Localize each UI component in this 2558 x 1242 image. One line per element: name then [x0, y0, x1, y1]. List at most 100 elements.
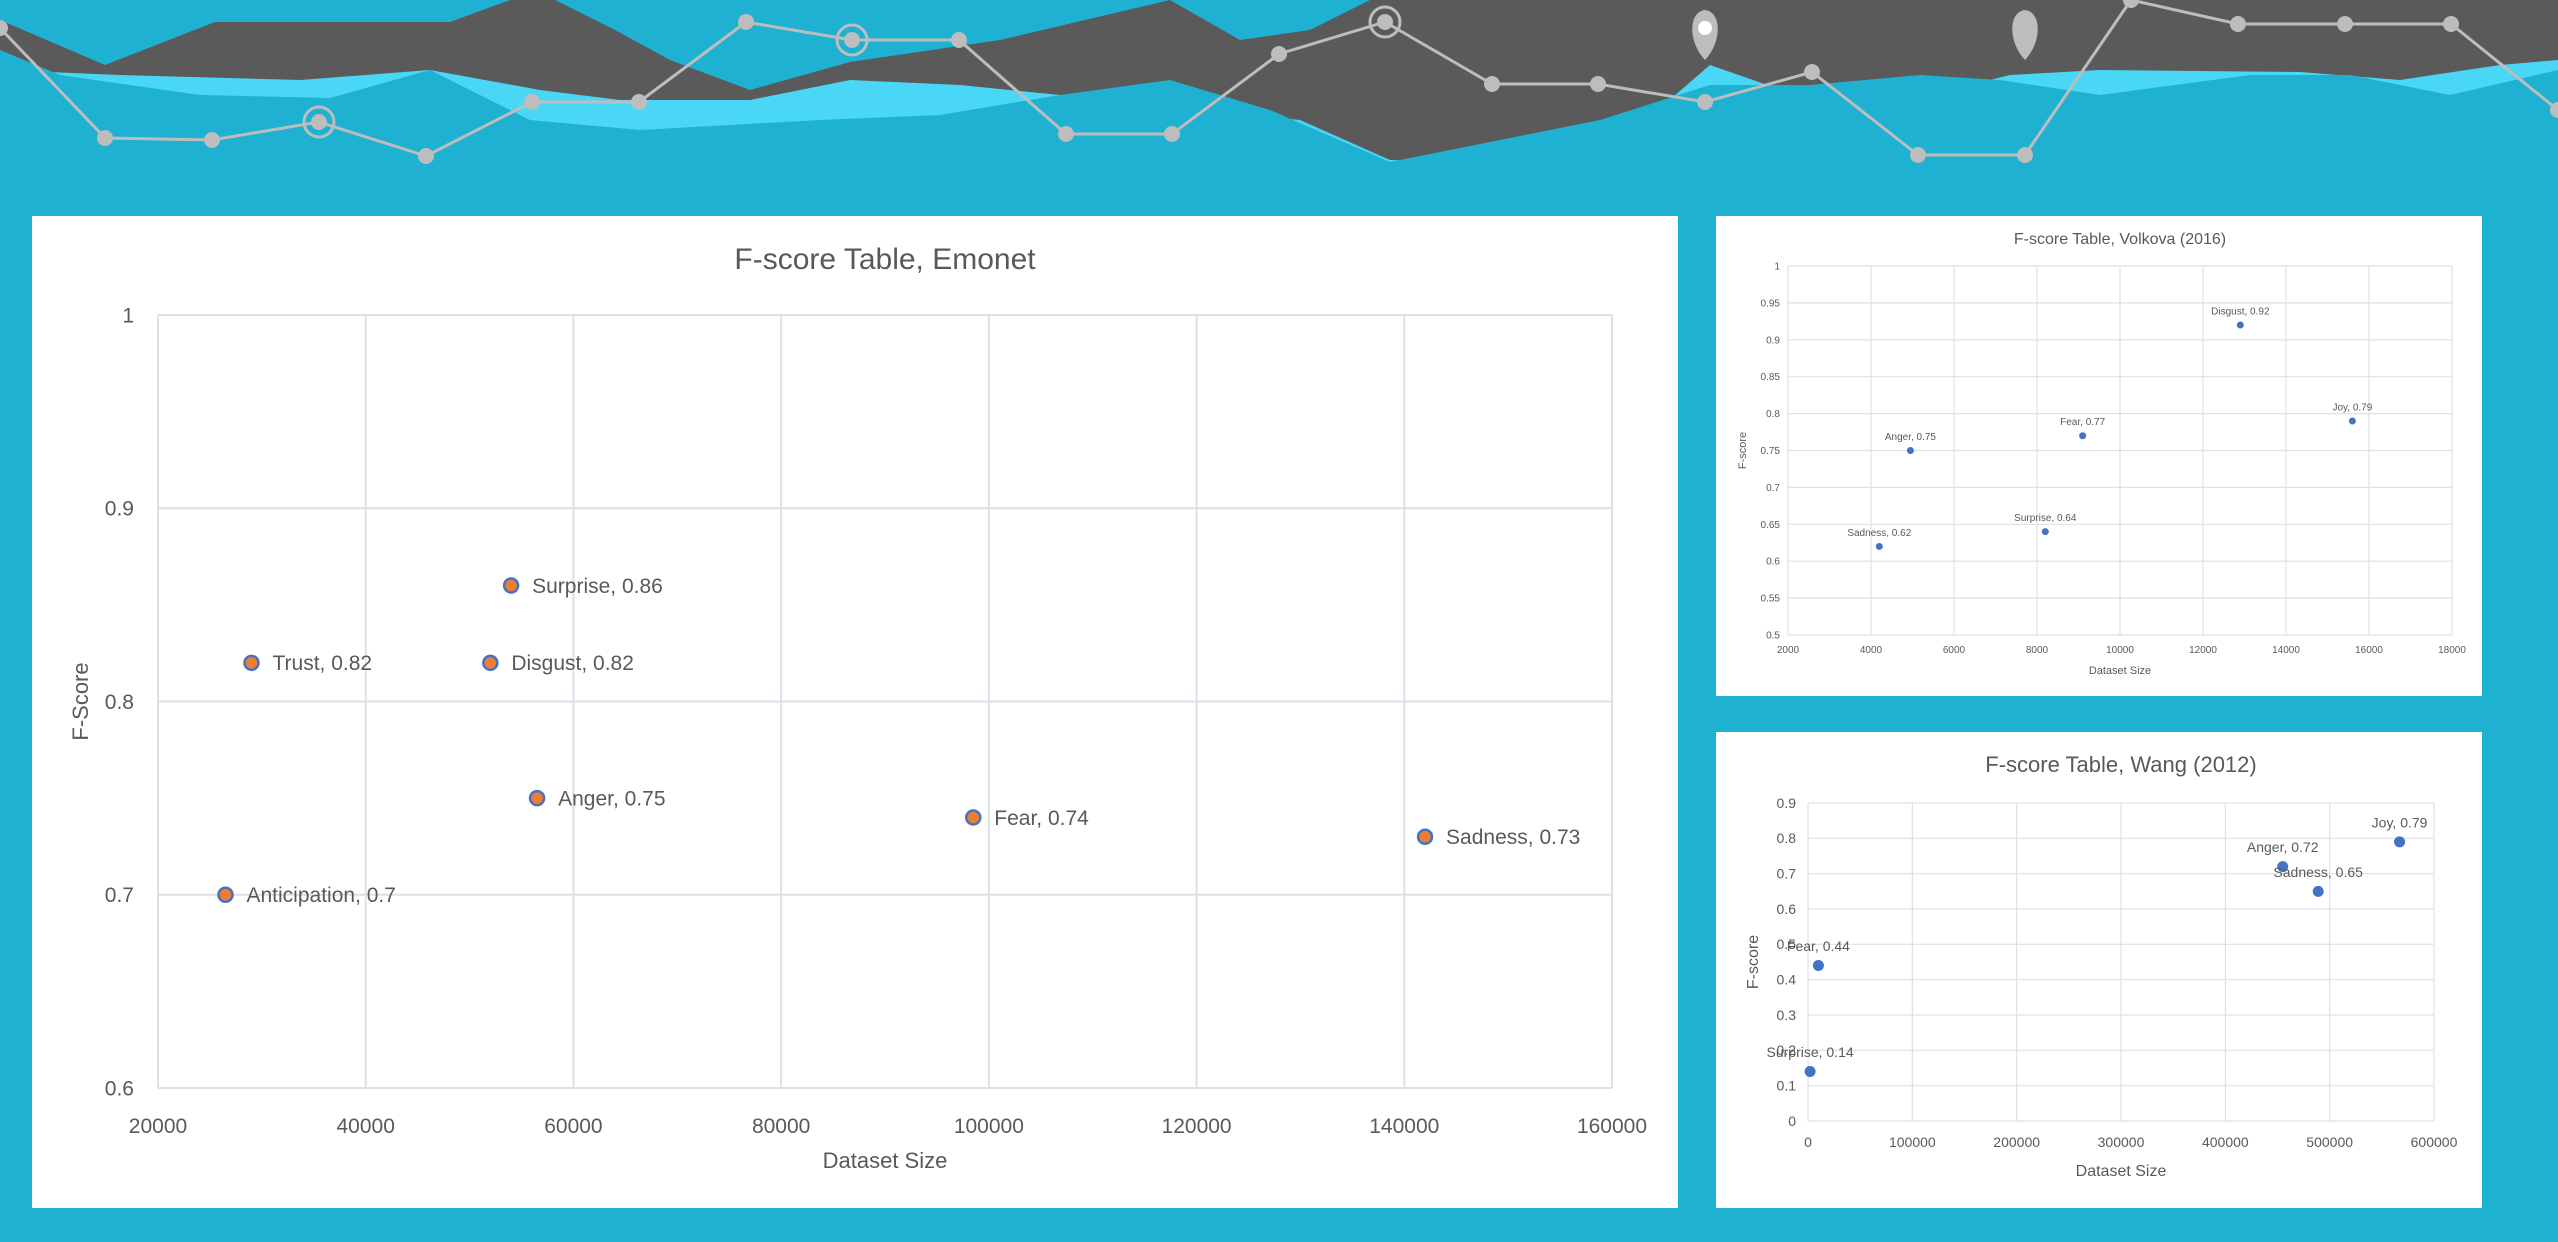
y-axis-label: F-score: [1745, 935, 1762, 989]
banner-dot: [2123, 0, 2139, 8]
data-label: Surprise, 0.14: [1767, 1044, 1854, 1060]
data-label: Fear, 0.77: [2060, 417, 2105, 428]
x-tick-label: 2000: [1777, 645, 1800, 656]
x-tick-label: 4000: [1860, 645, 1883, 656]
banner-base-wave: [0, 50, 2558, 210]
y-tick-label: 0.9: [105, 498, 134, 521]
data-point: [2394, 836, 2406, 848]
scatter-chart-volkova: F-score Table, Volkova (2016) 0.5 0.55 0.6 0…: [1737, 231, 2466, 677]
data-label: Fear, 0.44: [1787, 938, 1850, 954]
x-axis-label: Dataset Size: [2076, 1163, 2167, 1180]
y-tick-label: 0.8: [105, 691, 134, 714]
x-tick-label: 200000: [1993, 1134, 2040, 1150]
data-point: [2348, 417, 2356, 425]
data-label: Disgust, 0.82: [511, 652, 634, 675]
data-label: Disgust, 0.92: [2211, 307, 2270, 318]
target-icon: [1368, 5, 1402, 39]
y-tick-label: 0.55: [1761, 594, 1781, 605]
x-tick-label: 400000: [2202, 1134, 2249, 1150]
y-tick-label: 0.7: [1777, 866, 1797, 882]
banner-dot: [1484, 76, 1500, 92]
y-axis-label: F-score: [1737, 432, 1749, 469]
x-tick-label: 6000: [1943, 645, 1966, 656]
target-icon: [835, 23, 869, 57]
data-label: Surprise, 0.86: [532, 575, 663, 598]
data-label: Joy, 0.79: [2372, 814, 2428, 830]
y-tick-label: 0.7: [1766, 483, 1780, 494]
chart-title: F-score Table, Emonet: [734, 243, 1036, 276]
y-tick-label: 0.75: [1761, 446, 1781, 457]
x-tick-label: 10000: [2106, 645, 2134, 656]
banner-dot: [0, 20, 8, 36]
data-label: Sadness, 0.62: [1847, 528, 1911, 539]
x-axis-label: Dataset Size: [823, 1148, 948, 1173]
data-label: Anger, 0.72: [2247, 839, 2319, 855]
y-tick-label: 0.8: [1777, 830, 1797, 846]
y-tick-label: 0.6: [1766, 557, 1780, 568]
data-point: [1906, 447, 1914, 454]
data-label: Sadness, 0.65: [2273, 864, 2363, 880]
y-tick-label: 0.95: [1761, 298, 1781, 309]
chart-panel-wang: F-score Table, Wang (2012) 0 0.1 0.2 0.3 0.4 0…: [1716, 732, 2482, 1208]
data-point: [2277, 861, 2289, 873]
banner-dot: [1164, 126, 1180, 142]
x-tick-label: 100000: [1889, 1134, 1936, 1150]
x-tick-label: 100000: [954, 1115, 1024, 1138]
y-tick-label: 0.3: [1777, 1007, 1797, 1023]
x-tick-label: 0: [1804, 1134, 1812, 1150]
data-point: [1812, 960, 1824, 972]
x-tick-label: 14000: [2272, 645, 2300, 656]
banner-dot: [311, 114, 327, 130]
data-point: [528, 789, 546, 807]
y-tick-label: 0.6: [1777, 901, 1797, 917]
data-label: Anticipation, 0.7: [247, 884, 396, 907]
banner-dot: [951, 32, 967, 48]
banner-dot: [1697, 94, 1713, 110]
y-tick-label: 0.2: [1777, 1042, 1797, 1058]
banner-dot: [204, 132, 220, 148]
y-tick-label: 1: [122, 304, 134, 327]
data-label: Joy, 0.79: [2332, 402, 2372, 413]
x-tick-label: 140000: [1369, 1115, 1439, 1138]
x-tick-label: 600000: [2411, 1134, 2458, 1150]
banner-dot: [1271, 46, 1287, 62]
banner-dot: [2230, 16, 2246, 32]
data-point: [2079, 432, 2087, 440]
data-point: [1804, 1066, 1816, 1078]
banner-dot: [2337, 16, 2353, 32]
banner-dot: [1804, 64, 1820, 80]
banner-dot: [1377, 14, 1393, 30]
map-pin-icon: [2012, 10, 2038, 60]
target-icon: [302, 105, 336, 139]
chart-panel-emonet: F-score Table, Emonet 0.6 0.7 0.8 0.9 1 20000 4…: [32, 216, 1678, 1208]
x-tick-label: 12000: [2189, 645, 2217, 656]
x-tick-label: 16000: [2355, 645, 2383, 656]
banner-dot: [2443, 16, 2459, 32]
banner-dot: [524, 94, 540, 110]
data-point: [502, 577, 520, 594]
data-point: [2041, 528, 2049, 536]
data-point: [243, 654, 260, 672]
y-tick-label: 0.7: [105, 884, 134, 907]
x-tick-label: 500000: [2306, 1134, 2353, 1150]
data-label: Trust, 0.82: [272, 652, 372, 675]
data-point: [2236, 321, 2244, 329]
banner-dot: [1058, 126, 1074, 142]
banner-dot: [2017, 147, 2033, 163]
data-point: [217, 886, 234, 903]
y-tick-label: 0.85: [1761, 372, 1781, 383]
banner-dot: [738, 14, 754, 30]
x-tick-label: 18000: [2438, 645, 2466, 656]
banner-dot: [2550, 102, 2558, 118]
banner-dot: [844, 32, 860, 48]
x-tick-label: 300000: [2098, 1134, 2145, 1150]
y-tick-label: 0.5: [1766, 631, 1780, 642]
data-label: Anger, 0.75: [1885, 432, 1937, 443]
y-tick-label: 0.5: [1777, 936, 1797, 952]
y-axis-label: F-Score: [68, 662, 93, 740]
x-tick-label: 80000: [752, 1115, 810, 1138]
x-tick-label: 120000: [1162, 1115, 1232, 1138]
data-point: [482, 654, 499, 672]
data-point: [1875, 542, 1883, 550]
